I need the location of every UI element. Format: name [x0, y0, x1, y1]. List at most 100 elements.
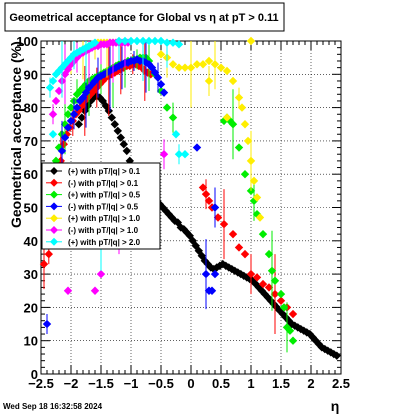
data-point: [120, 36, 130, 46]
legend: (+) with pT/|q| > 0.1 (-) with pT/|q| > 0…: [41, 162, 161, 250]
data-point: [192, 143, 202, 152]
data-point: [270, 276, 280, 285]
data-point: [252, 209, 262, 219]
x-tick-label: 0.5: [212, 376, 230, 391]
data-point: [96, 269, 106, 279]
data-point: [75, 96, 85, 106]
y-tick-label: 30: [24, 267, 38, 282]
legend-marker: [50, 214, 58, 223]
data-point: [78, 45, 88, 54]
data-point: [150, 68, 160, 77]
data-point: [113, 126, 122, 136]
data-point: [201, 189, 211, 199]
data-point: [198, 60, 208, 69]
data-point: [252, 273, 262, 282]
data-point: [63, 123, 73, 132]
data-point: [204, 56, 214, 66]
data-point: [66, 103, 76, 112]
data-point: [204, 196, 214, 206]
data-point: [114, 36, 124, 46]
y-tick-label: 70: [24, 134, 38, 149]
legend-marker: [50, 202, 58, 211]
data-point: [48, 130, 58, 139]
legend-label: (-) with pT/|q| > 0.1: [68, 179, 139, 188]
data-point: [258, 229, 268, 239]
data-point: [180, 150, 190, 159]
data-point: [249, 176, 259, 186]
data-point: [123, 58, 133, 67]
data-point: [150, 36, 160, 46]
data-point: [63, 286, 73, 295]
data-point: [162, 103, 172, 112]
data-point: [72, 53, 82, 62]
footer-timestamp: Wed Sep 18 16:32:58 2024: [3, 402, 103, 411]
legend-marker: [50, 226, 58, 234]
data-point: [90, 38, 100, 47]
data-point: [126, 36, 136, 46]
data-point: [48, 76, 58, 86]
data-point: [63, 110, 73, 119]
data-point: [237, 103, 247, 112]
data-point: [279, 303, 289, 312]
data-point: [74, 120, 83, 129]
y-tick-label: 60: [24, 167, 38, 182]
data-point: [138, 36, 148, 46]
data-point: [222, 66, 232, 76]
y-tick-label: 50: [24, 201, 38, 216]
data-point: [107, 113, 116, 122]
data-point: [51, 70, 61, 79]
data-point: [141, 58, 151, 67]
y-tick-label: 90: [24, 67, 38, 82]
data-point: [132, 36, 142, 46]
data-point: [240, 120, 250, 129]
data-point: [80, 96, 89, 106]
x-tick-label: −2.5: [28, 376, 54, 391]
legend-label: (+) with pT/|q| > 1.0: [68, 214, 141, 223]
data-point: [153, 73, 163, 82]
data-point: [285, 326, 295, 335]
data-point: [168, 60, 178, 69]
x-tick-label: 0: [187, 376, 194, 391]
data-point: [48, 110, 58, 119]
x-axis-label: η: [331, 398, 340, 414]
data-point: [69, 110, 79, 119]
data-point: [95, 80, 104, 89]
data-point: [213, 213, 223, 222]
data-point: [210, 60, 220, 69]
data-point: [81, 43, 91, 52]
data-point: [60, 70, 70, 79]
data-point: [156, 80, 166, 89]
data-point: [54, 143, 64, 152]
x-tick-label: 1.5: [272, 376, 290, 391]
data-point: [110, 120, 119, 129]
data-point: [86, 96, 95, 106]
data-point: [147, 63, 157, 72]
legend-label: (-) with pT/|q| > 0.5: [68, 202, 139, 211]
data-point: [101, 101, 110, 111]
data-point: [246, 269, 256, 279]
y-tick-label: 80: [24, 101, 38, 116]
data-point: [44, 249, 53, 259]
data-point: [122, 146, 131, 156]
data-point: [228, 229, 238, 239]
data-point: [288, 336, 298, 345]
legend-marker: [50, 167, 58, 175]
data-point: [84, 41, 94, 51]
data-point: [105, 66, 115, 76]
data-point: [228, 120, 238, 129]
data-point: [42, 319, 52, 329]
data-point: [66, 116, 76, 126]
x-tick-label: −1.5: [88, 376, 114, 391]
data-point: [276, 296, 286, 305]
data-point: [210, 269, 220, 279]
data-point: [207, 286, 217, 295]
data-point: [54, 86, 64, 96]
data-point: [54, 66, 64, 76]
data-point: [57, 146, 67, 156]
data-point: [63, 56, 73, 66]
data-point: [77, 113, 86, 122]
legend-label: (+) with pT/|q| > 0.5: [68, 191, 141, 200]
x-tick-label: −1: [124, 376, 139, 391]
y-tick-label: 20: [24, 300, 38, 315]
data-point: [144, 36, 154, 46]
